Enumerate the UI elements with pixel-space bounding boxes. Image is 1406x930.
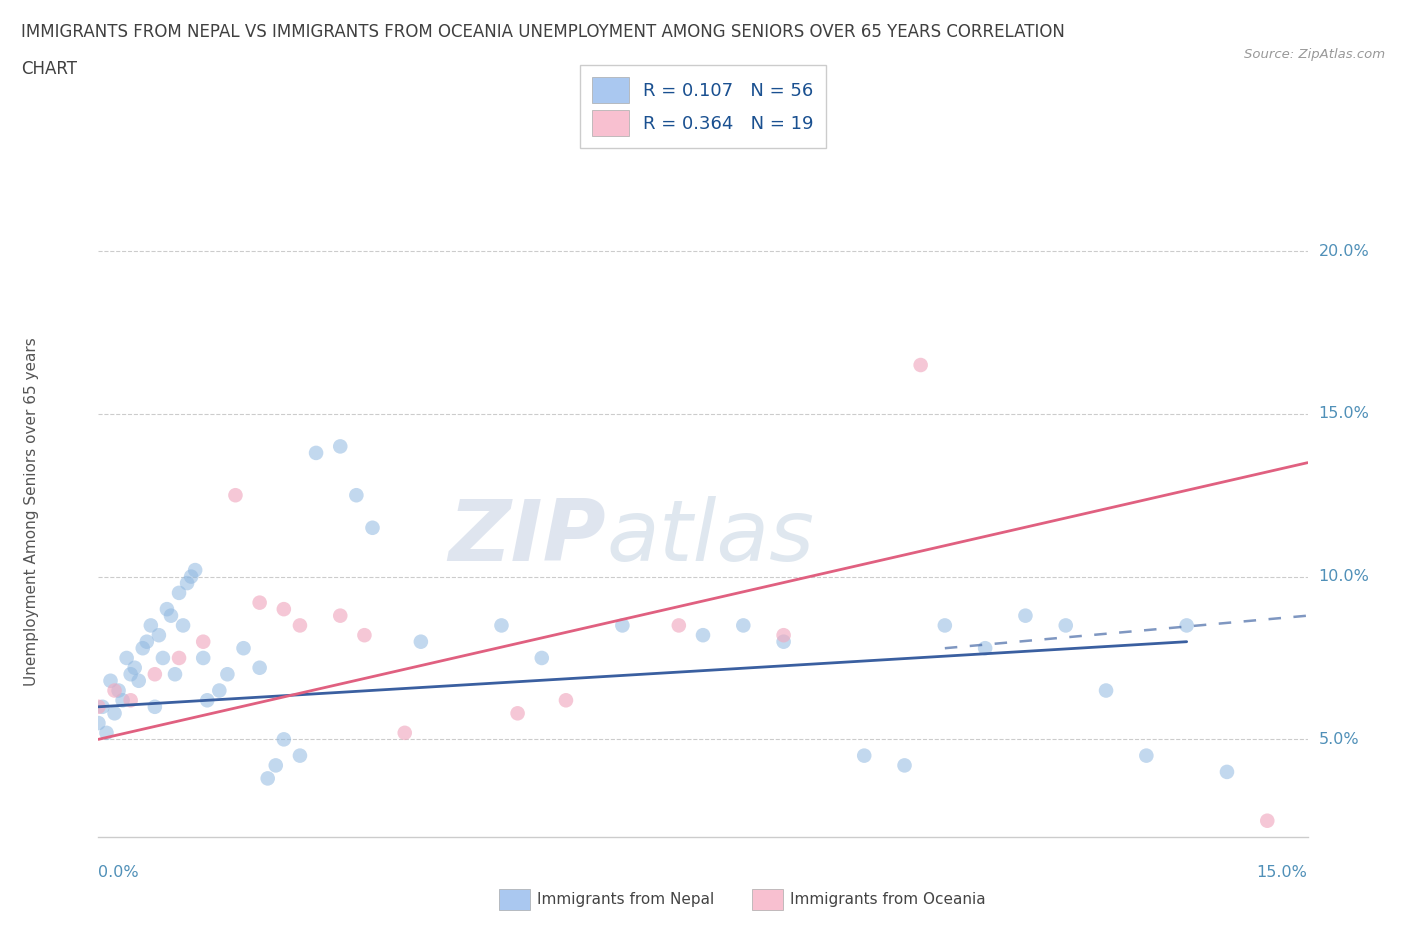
Point bbox=[329, 608, 352, 623]
Text: 0.0%: 0.0% bbox=[98, 865, 139, 880]
Point bbox=[176, 576, 198, 591]
Text: 10.0%: 10.0% bbox=[1319, 569, 1369, 584]
Point bbox=[353, 628, 375, 643]
Text: CHART: CHART bbox=[21, 60, 77, 78]
Point bbox=[87, 699, 110, 714]
Point bbox=[156, 602, 179, 617]
Point bbox=[772, 634, 794, 649]
Point bbox=[91, 699, 114, 714]
Point bbox=[163, 667, 186, 682]
Point bbox=[612, 618, 634, 633]
Point bbox=[184, 563, 207, 578]
Point bbox=[135, 634, 157, 649]
Point bbox=[273, 732, 295, 747]
Point bbox=[232, 641, 254, 656]
Point bbox=[361, 521, 384, 536]
Point bbox=[1014, 608, 1036, 623]
Text: ZIP: ZIP bbox=[449, 496, 606, 579]
Text: Unemployment Among Seniors over 65 years: Unemployment Among Seniors over 65 years bbox=[24, 338, 39, 686]
Point bbox=[506, 706, 529, 721]
Point bbox=[224, 487, 246, 502]
Point bbox=[115, 651, 138, 666]
Point bbox=[167, 651, 190, 666]
Legend: R = 0.107   N = 56, R = 0.364   N = 19: R = 0.107 N = 56, R = 0.364 N = 19 bbox=[579, 65, 827, 149]
Point bbox=[288, 748, 311, 763]
Point bbox=[344, 487, 367, 502]
Point bbox=[120, 667, 142, 682]
Point bbox=[107, 683, 129, 698]
Point bbox=[148, 628, 170, 643]
Point bbox=[249, 660, 271, 675]
Point bbox=[264, 758, 287, 773]
Text: Immigrants from Oceania: Immigrants from Oceania bbox=[790, 892, 986, 907]
Point bbox=[934, 618, 956, 633]
Point bbox=[1175, 618, 1198, 633]
Point bbox=[853, 748, 876, 763]
Point bbox=[103, 706, 125, 721]
Point bbox=[193, 634, 215, 649]
Point bbox=[491, 618, 513, 633]
Point bbox=[329, 439, 352, 454]
Text: 15.0%: 15.0% bbox=[1257, 865, 1308, 880]
Point bbox=[103, 683, 125, 698]
Point bbox=[96, 725, 118, 740]
Point bbox=[668, 618, 690, 633]
Point bbox=[530, 651, 553, 666]
Point bbox=[555, 693, 578, 708]
Text: 5.0%: 5.0% bbox=[1319, 732, 1360, 747]
Point bbox=[305, 445, 328, 460]
Point bbox=[1095, 683, 1118, 698]
Point bbox=[143, 699, 166, 714]
Point bbox=[893, 758, 915, 773]
Point bbox=[409, 634, 432, 649]
Point bbox=[172, 618, 194, 633]
Point bbox=[160, 608, 183, 623]
Point bbox=[143, 667, 166, 682]
Point bbox=[288, 618, 311, 633]
Point bbox=[139, 618, 162, 633]
Point bbox=[1135, 748, 1157, 763]
Text: 20.0%: 20.0% bbox=[1319, 244, 1369, 259]
Point bbox=[1054, 618, 1077, 633]
Point bbox=[111, 693, 134, 708]
Point bbox=[910, 358, 932, 373]
Point bbox=[120, 693, 142, 708]
Text: atlas: atlas bbox=[606, 496, 814, 579]
Point bbox=[692, 628, 714, 643]
Point bbox=[87, 716, 110, 731]
Point bbox=[394, 725, 416, 740]
Point bbox=[124, 660, 146, 675]
Point bbox=[152, 651, 174, 666]
Point bbox=[132, 641, 155, 656]
Point bbox=[167, 586, 190, 601]
Point bbox=[193, 651, 215, 666]
Point bbox=[733, 618, 755, 633]
Text: Immigrants from Nepal: Immigrants from Nepal bbox=[537, 892, 714, 907]
Text: 15.0%: 15.0% bbox=[1319, 406, 1369, 421]
Point bbox=[128, 673, 150, 688]
Point bbox=[772, 628, 794, 643]
Point bbox=[180, 569, 202, 584]
Point bbox=[256, 771, 278, 786]
Point bbox=[249, 595, 271, 610]
Point bbox=[1216, 764, 1239, 779]
Point bbox=[273, 602, 295, 617]
Text: IMMIGRANTS FROM NEPAL VS IMMIGRANTS FROM OCEANIA UNEMPLOYMENT AMONG SENIORS OVER: IMMIGRANTS FROM NEPAL VS IMMIGRANTS FROM… bbox=[21, 23, 1064, 41]
Point bbox=[208, 683, 231, 698]
Text: Source: ZipAtlas.com: Source: ZipAtlas.com bbox=[1244, 48, 1385, 61]
Point bbox=[100, 673, 122, 688]
Point bbox=[974, 641, 997, 656]
Point bbox=[1256, 813, 1278, 829]
Point bbox=[217, 667, 239, 682]
Point bbox=[195, 693, 218, 708]
